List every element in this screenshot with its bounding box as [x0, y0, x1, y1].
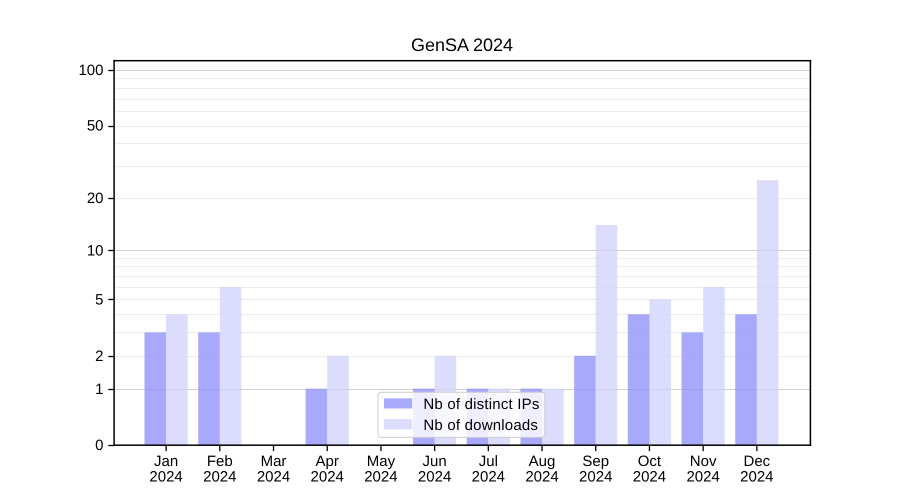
svg-text:Jun: Jun [423, 453, 447, 470]
svg-text:May: May [367, 453, 396, 470]
svg-text:2024: 2024 [525, 468, 558, 485]
svg-text:Aug: Aug [529, 453, 556, 470]
svg-text:Feb: Feb [207, 453, 233, 470]
svg-text:Apr: Apr [316, 453, 339, 470]
svg-text:2024: 2024 [633, 468, 666, 485]
svg-text:10: 10 [87, 242, 104, 259]
svg-text:2024: 2024 [686, 468, 719, 485]
svg-text:50: 50 [87, 118, 104, 135]
svg-text:Nb of downloads: Nb of downloads [423, 417, 538, 434]
svg-text:Jan: Jan [154, 453, 178, 470]
svg-text:1: 1 [95, 381, 103, 398]
svg-text:Jul: Jul [479, 453, 498, 470]
svg-text:2024: 2024 [311, 468, 344, 485]
svg-text:Sep: Sep [582, 453, 609, 470]
svg-text:100: 100 [78, 62, 103, 79]
svg-text:2024: 2024 [740, 468, 773, 485]
svg-text:Nov: Nov [690, 453, 717, 470]
svg-text:20: 20 [87, 190, 104, 207]
svg-text:2024: 2024 [364, 468, 397, 485]
svg-text:2024: 2024 [257, 468, 290, 485]
svg-text:Mar: Mar [261, 453, 287, 470]
svg-text:2024: 2024 [418, 468, 451, 485]
svg-text:GenSA 2024: GenSA 2024 [411, 35, 513, 55]
svg-text:2024: 2024 [149, 468, 182, 485]
svg-text:2024: 2024 [203, 468, 236, 485]
svg-text:Oct: Oct [638, 453, 662, 470]
svg-text:2024: 2024 [579, 468, 612, 485]
svg-text:Nb of distinct IPs: Nb of distinct IPs [423, 396, 539, 413]
svg-text:5: 5 [95, 292, 103, 309]
svg-text:2: 2 [95, 348, 103, 365]
svg-text:2024: 2024 [472, 468, 505, 485]
svg-text:0: 0 [95, 437, 103, 454]
svg-text:Dec: Dec [744, 453, 771, 470]
